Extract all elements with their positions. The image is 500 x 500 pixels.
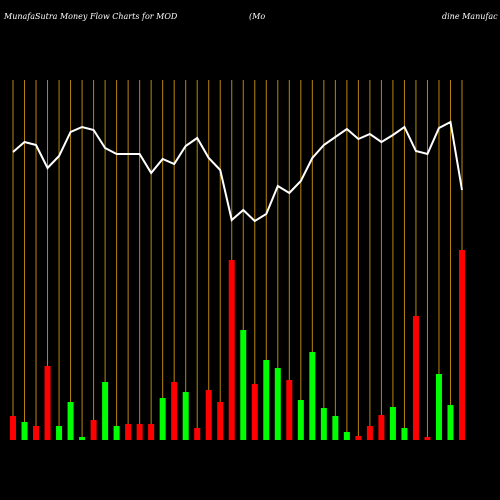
- bar: [263, 360, 270, 440]
- bar: [401, 428, 408, 440]
- bar: [240, 330, 247, 440]
- bar: [113, 426, 120, 440]
- bar: [355, 436, 362, 440]
- bar: [33, 426, 40, 440]
- bar: [297, 400, 304, 440]
- bar: [217, 402, 224, 440]
- bar: [194, 428, 201, 440]
- bar: [412, 316, 419, 440]
- bar: [228, 260, 235, 440]
- bar: [159, 398, 166, 440]
- money-flow-line: [12, 120, 463, 223]
- bar: [136, 424, 143, 440]
- bar: [424, 437, 431, 440]
- bar: [343, 432, 350, 440]
- bar: [332, 416, 339, 440]
- bar: [435, 374, 442, 440]
- bar: [447, 405, 454, 440]
- bar: [67, 402, 74, 440]
- bar: [459, 250, 465, 440]
- chart-subtitle: dine Manufac: [442, 12, 498, 21]
- bar: [148, 424, 155, 440]
- bar: [274, 368, 281, 440]
- bar: [320, 408, 327, 440]
- bar: [378, 415, 385, 440]
- bar: [79, 437, 86, 440]
- bar: [205, 390, 212, 440]
- bar: [286, 380, 293, 440]
- bar: [21, 422, 28, 440]
- bar: [102, 382, 109, 440]
- bar: [389, 407, 396, 440]
- bar: [182, 392, 189, 440]
- bar: [366, 426, 373, 440]
- bar: [125, 424, 132, 440]
- chart-subtitle: (Mo: [249, 12, 265, 21]
- bar: [309, 352, 316, 440]
- bar: [90, 420, 97, 440]
- bar: [171, 382, 178, 440]
- bar: [56, 426, 63, 440]
- bar: [44, 366, 51, 440]
- bar: [10, 416, 16, 440]
- chart-title: MunafaSutra Money Flow Charts for MOD: [3, 12, 178, 21]
- bar: [251, 384, 258, 440]
